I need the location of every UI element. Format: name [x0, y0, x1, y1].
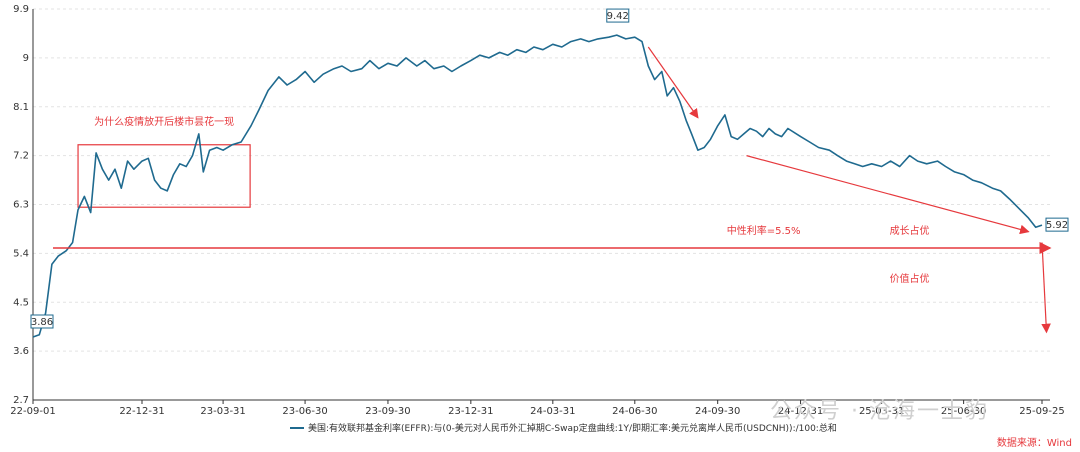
y-tick-label: 9: [23, 53, 29, 64]
y-tick-label: 8.1: [13, 102, 29, 113]
x-tick-label: 25-06-30: [941, 406, 986, 417]
source-note: 数据来源：Wind: [997, 436, 1072, 449]
trend-arrow: [1041, 242, 1051, 334]
highlight-box: 为什么疫情放开后楼市昙花一现: [77, 115, 251, 208]
x-tick-label: 24-09-30: [695, 406, 740, 417]
x-tick-label: 25-03-31: [859, 406, 904, 417]
x-tick-label: 23-12-31: [448, 406, 493, 417]
highlight-box-title: 为什么疫情放开后楼市昙花一现: [94, 115, 234, 128]
y-tick-label: 4.5: [13, 297, 29, 308]
x-tick-label: 22-09-01: [10, 406, 55, 417]
trend-arrow: [647, 46, 699, 119]
x-tick-label: 22-12-31: [119, 406, 164, 417]
y-tick-label: 3.6: [13, 346, 29, 357]
series-line-layer: [32, 34, 1043, 338]
neutral-rate-label: 中性利率=5.5%: [727, 224, 801, 237]
grid-lines: [33, 8, 1050, 352]
series-line: [32, 34, 1043, 338]
x-tick-label: 25-09-25: [1019, 406, 1064, 417]
x-tick-label: 23-06-30: [282, 406, 327, 417]
x-tick-label: 24-06-30: [612, 406, 657, 417]
x-tick-label: 24-12-31: [778, 406, 823, 417]
value-labels: 3.86 9.42 5.92: [30, 8, 1069, 329]
x-tick-label: 24-03-31: [530, 406, 575, 417]
legend[interactable]: 美国:有效联邦基金利率(EFFR):与(0-美元对人民币外汇掉期C-Swap定盘…: [290, 422, 837, 434]
x-tick-label: 23-09-30: [365, 406, 410, 417]
trend-arrow: [746, 155, 1030, 235]
x-tick-label: 23-03-31: [200, 406, 245, 417]
value-label-box: [1045, 217, 1069, 232]
y-tick-labels: 2.7 3.6 4.5 5.4 6.3 7.2 8.1 9 9.9: [13, 4, 29, 406]
legend-label: 美国:有效联邦基金利率(EFFR):与(0-美元对人民币外汇掉期C-Swap定盘…: [308, 422, 837, 434]
value-label-text: 5.92: [1046, 220, 1068, 231]
value-label-text: 9.42: [607, 11, 629, 22]
y-tick-label: 7.2: [13, 151, 29, 162]
growth-label: 成长占优: [890, 224, 930, 237]
y-tick-label: 5.4: [13, 248, 29, 259]
y-tick-label: 2.7: [13, 395, 29, 406]
x-tick-labels: 22-09-01 22-12-31 23-03-31 23-06-30 23-09-30…: [10, 400, 1065, 417]
axes: [32, 9, 1050, 401]
highlight-box-rect: [77, 144, 251, 208]
value-label-text: 3.86: [31, 317, 53, 328]
value-label-box: [30, 314, 54, 329]
y-tick-label: 6.3: [13, 200, 29, 211]
value-label-box: [606, 8, 630, 23]
y-tick-label: 9.9: [13, 4, 29, 15]
watermark: 公众号 · 沧海一土豹: [770, 399, 989, 424]
value-label: 价值占优: [890, 272, 930, 285]
